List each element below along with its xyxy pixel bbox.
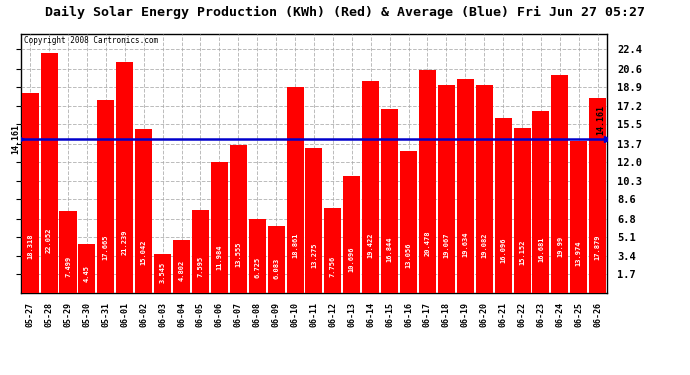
Bar — [438, 85, 455, 292]
Text: 19.082: 19.082 — [481, 232, 487, 258]
Text: 7.756: 7.756 — [330, 255, 336, 277]
Text: 4.802: 4.802 — [179, 260, 184, 281]
Bar — [21, 93, 39, 292]
Text: 14.161: 14.161 — [596, 105, 605, 135]
Text: 6.725: 6.725 — [254, 257, 260, 278]
Text: 16.844: 16.844 — [386, 236, 393, 262]
Bar — [211, 162, 228, 292]
Text: 16.681: 16.681 — [538, 237, 544, 262]
Text: 13.275: 13.275 — [311, 242, 317, 268]
Bar — [457, 79, 474, 292]
Text: 13.555: 13.555 — [235, 242, 242, 267]
Bar — [400, 150, 417, 292]
Bar — [551, 75, 569, 292]
Bar — [306, 148, 322, 292]
Text: 18.318: 18.318 — [27, 234, 33, 260]
Bar — [324, 208, 342, 292]
Text: 7.499: 7.499 — [65, 256, 71, 277]
Bar — [589, 98, 607, 292]
Text: 4.45: 4.45 — [84, 265, 90, 282]
Text: 19.99: 19.99 — [557, 236, 563, 256]
Text: 13.056: 13.056 — [406, 243, 411, 268]
Bar — [344, 176, 360, 292]
Bar — [286, 87, 304, 292]
Text: 13.974: 13.974 — [576, 241, 582, 267]
Text: 20.478: 20.478 — [424, 230, 431, 256]
Bar — [533, 111, 549, 292]
Text: 6.083: 6.083 — [273, 258, 279, 279]
Bar — [79, 244, 95, 292]
Bar — [513, 128, 531, 292]
Text: Daily Solar Energy Production (KWh) (Red) & Average (Blue) Fri Jun 27 05:27: Daily Solar Energy Production (KWh) (Red… — [45, 6, 645, 19]
Text: 3.545: 3.545 — [159, 262, 166, 284]
Text: 11.984: 11.984 — [217, 244, 222, 270]
Text: 18.861: 18.861 — [292, 233, 298, 258]
Bar — [419, 70, 436, 292]
Bar — [135, 129, 152, 292]
Bar — [116, 62, 133, 292]
Bar — [230, 145, 247, 292]
Bar — [362, 81, 380, 292]
Bar — [173, 240, 190, 292]
Text: 19.067: 19.067 — [444, 232, 449, 258]
Text: 15.152: 15.152 — [519, 239, 525, 264]
Bar — [381, 110, 398, 292]
Bar — [495, 117, 512, 292]
Text: Copyright 2008 Cartronics.com: Copyright 2008 Cartronics.com — [23, 36, 158, 45]
Text: 17.665: 17.665 — [103, 235, 109, 260]
Bar — [248, 219, 266, 292]
Text: 16.096: 16.096 — [500, 237, 506, 263]
Text: 14.161: 14.161 — [12, 123, 21, 153]
Text: 7.595: 7.595 — [197, 256, 204, 277]
Bar — [475, 85, 493, 292]
Bar — [154, 254, 171, 292]
Text: 22.052: 22.052 — [46, 228, 52, 253]
Bar — [59, 211, 77, 292]
Text: 19.634: 19.634 — [462, 232, 469, 257]
Bar — [192, 210, 209, 292]
Text: 21.239: 21.239 — [121, 229, 128, 255]
Bar — [268, 226, 285, 292]
Bar — [571, 141, 587, 292]
Text: 15.042: 15.042 — [141, 239, 147, 265]
Bar — [97, 100, 115, 292]
Text: 17.879: 17.879 — [595, 235, 601, 260]
Text: 19.422: 19.422 — [368, 232, 374, 258]
Bar — [41, 53, 57, 292]
Text: 10.696: 10.696 — [348, 246, 355, 272]
